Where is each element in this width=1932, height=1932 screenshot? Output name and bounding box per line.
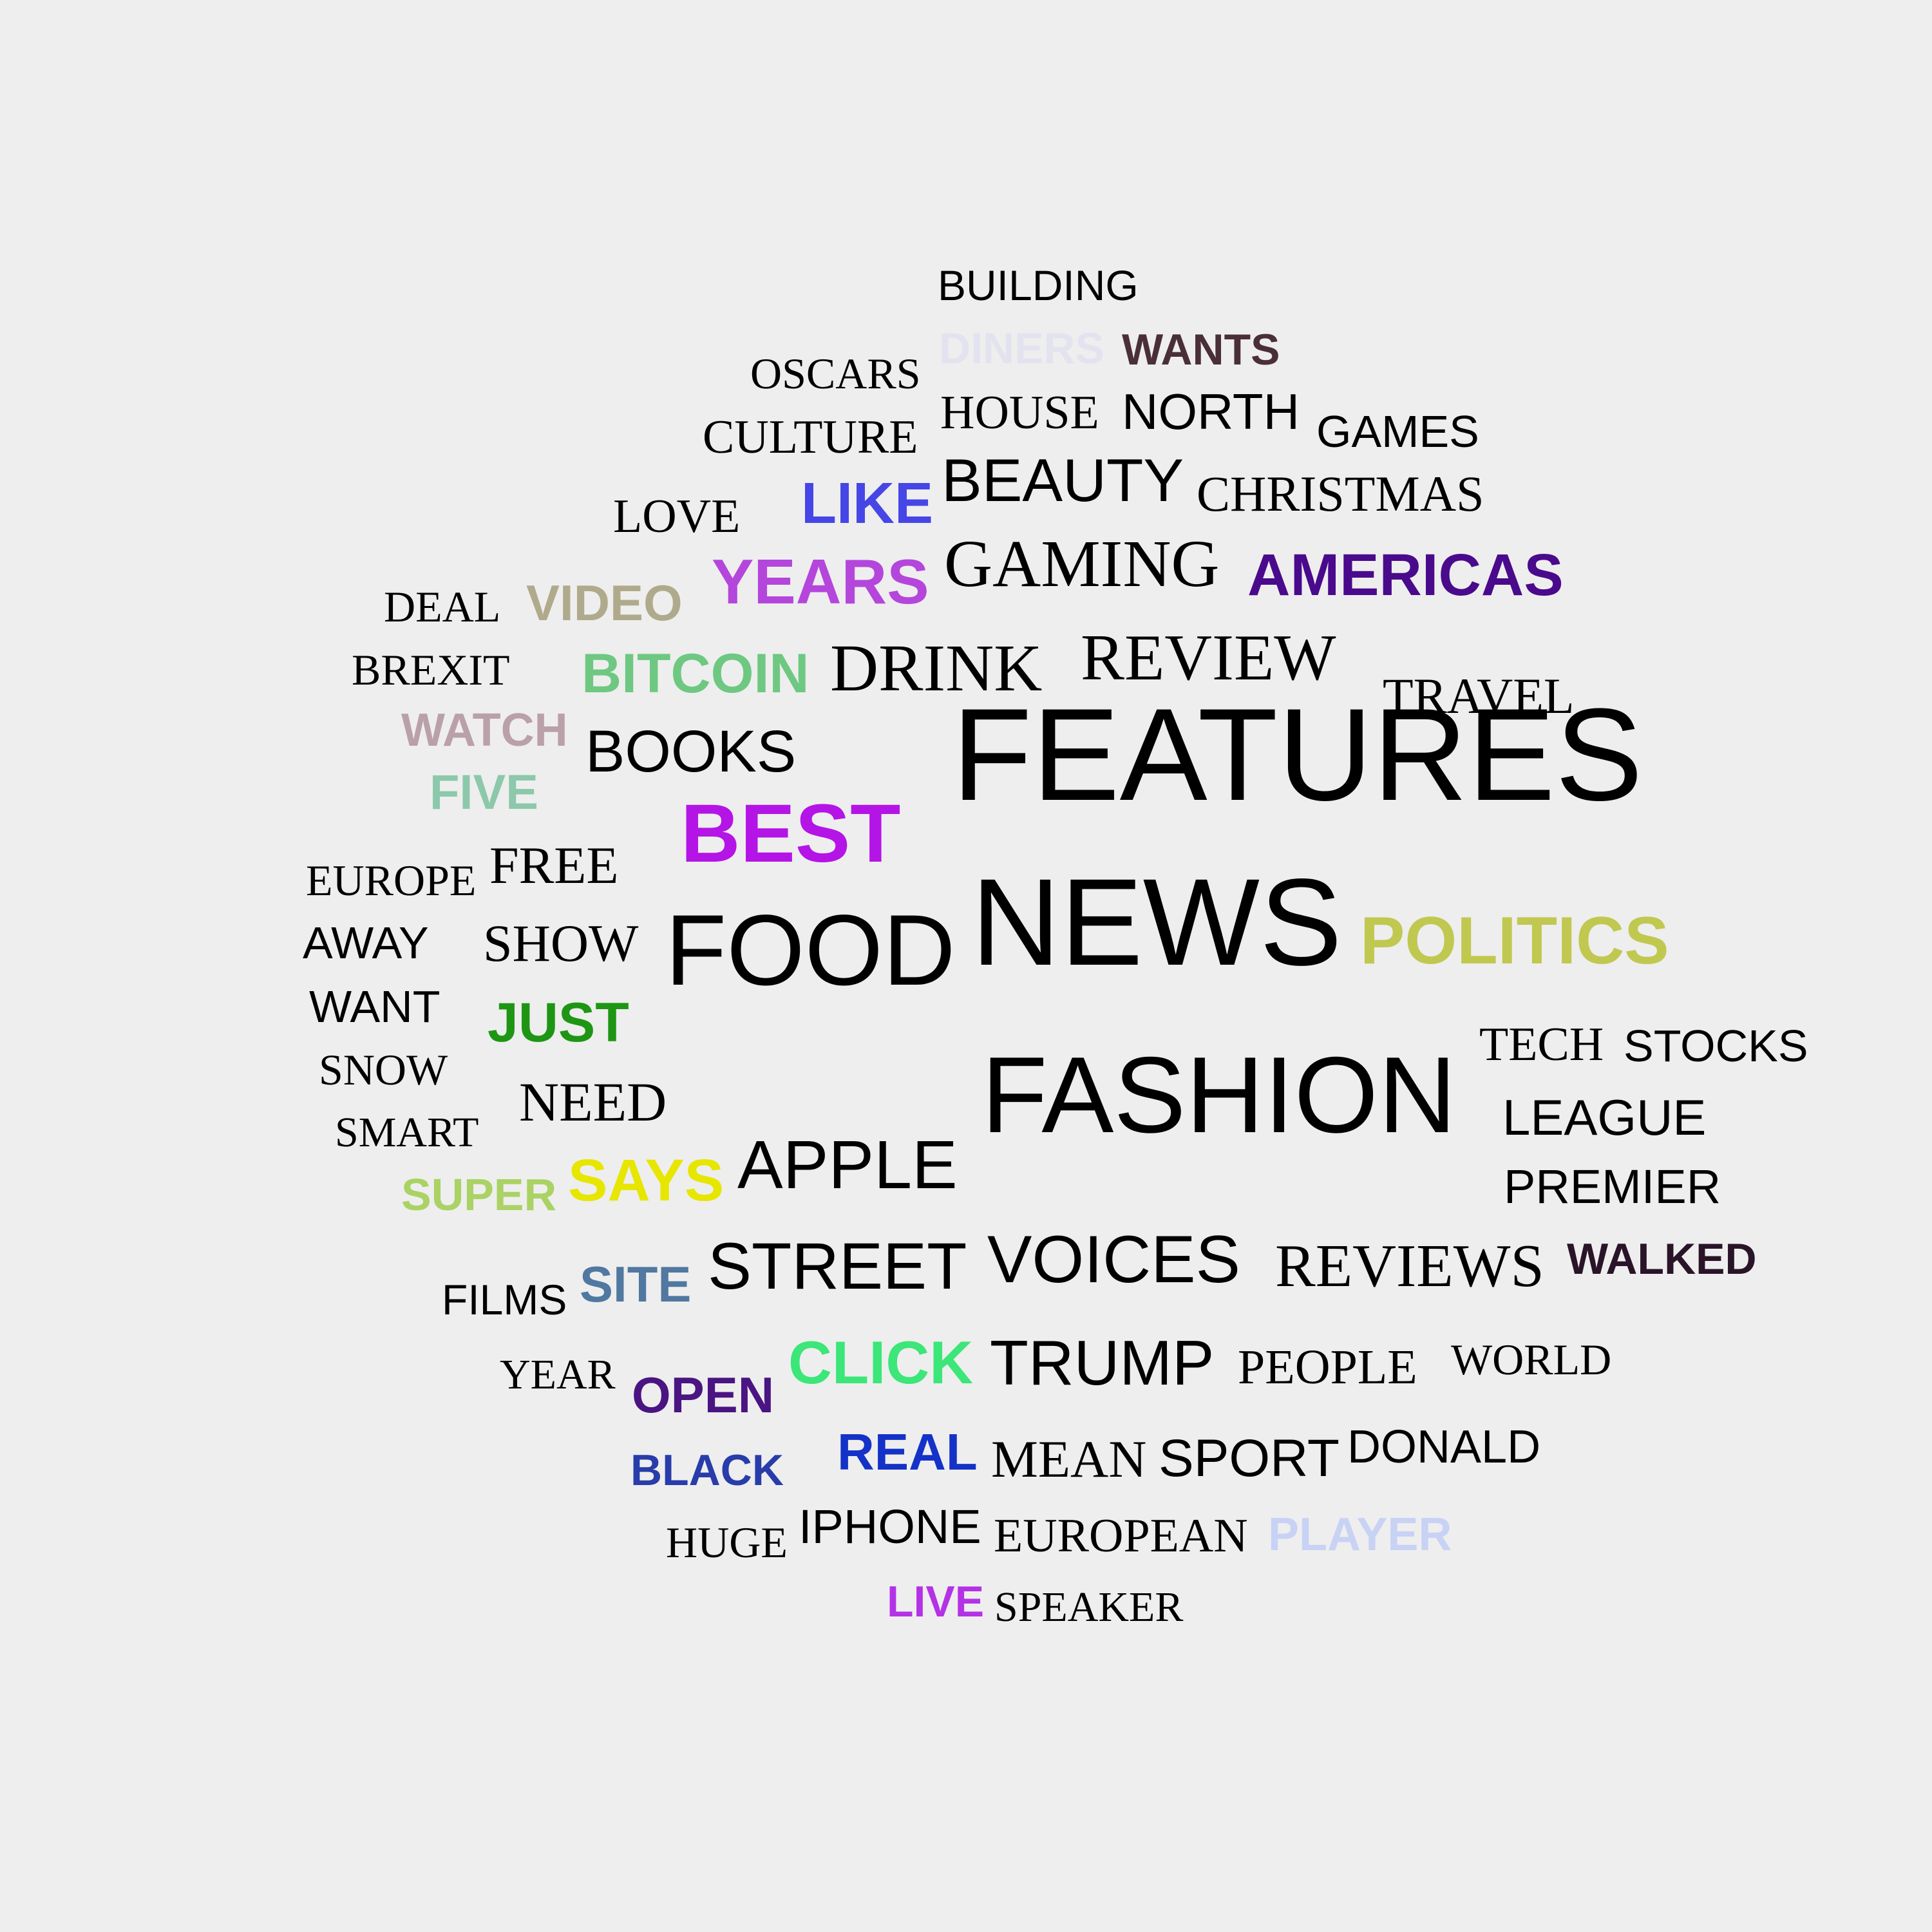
word-house: HOUSE (940, 386, 1099, 439)
word-away: AWAY (303, 918, 429, 968)
word-north: NORTH (1122, 383, 1300, 440)
word-speaker: SPEAKER (994, 1584, 1184, 1631)
word-drink: DRINK (830, 631, 1043, 705)
word-apple: APPLE (737, 1127, 958, 1203)
word-black: BLACK (630, 1446, 784, 1495)
word-trump: TRUMP (990, 1327, 1215, 1398)
word-site: SITE (580, 1256, 692, 1312)
word-european: EUROPEAN (994, 1510, 1248, 1562)
word-year: YEAR (500, 1351, 616, 1398)
word-gaming: GAMING (944, 527, 1220, 601)
word-huge: HUGE (666, 1518, 788, 1567)
word-travel: TRAVEL (1383, 668, 1575, 724)
word-show: SHOW (483, 914, 639, 972)
word-watch: WATCH (401, 705, 568, 756)
word-wants: WANTS (1122, 325, 1280, 374)
word-building: BUILDING (938, 261, 1139, 309)
word-culture: CULTURE (703, 411, 918, 464)
word-love: LOVE (613, 490, 741, 543)
word-best: BEST (681, 788, 901, 880)
word-deal: DEAL (384, 582, 501, 631)
word-video: VIDEO (526, 574, 683, 631)
word-says: SAYS (568, 1148, 724, 1213)
word-player: PLAYER (1268, 1509, 1452, 1560)
word-bitcoin: BITCOIN (582, 643, 810, 705)
word-politics: POLITICS (1360, 904, 1669, 978)
word-diners: DINERS (939, 324, 1104, 373)
word-open: OPEN (632, 1367, 775, 1423)
word-super: SUPER (401, 1170, 557, 1220)
word-reviews: REVIEWS (1275, 1233, 1544, 1300)
word-review: REVIEW (1081, 621, 1336, 694)
word-brexit: BREXIT (352, 645, 510, 694)
word-snow: SNOW (319, 1045, 448, 1094)
word-americas: AMERICAS (1247, 542, 1564, 608)
word-food: FOOD (665, 895, 956, 1007)
word-books: BOOKS (585, 719, 797, 784)
word-live: LIVE (887, 1577, 985, 1626)
word-need: NEED (519, 1071, 667, 1133)
word-europe: EUROPE (306, 856, 477, 905)
word-people: PEOPLE (1238, 1340, 1417, 1394)
word-stocks: STOCKS (1624, 1021, 1808, 1071)
word-premier: PREMIER (1504, 1160, 1721, 1213)
word-real: REAL (837, 1423, 978, 1481)
word-features: FEATURES (952, 681, 1643, 828)
word-just: JUST (488, 992, 629, 1054)
word-iphone: IPHONE (799, 1500, 981, 1553)
word-mean: MEAN (991, 1430, 1147, 1488)
word-beauty: BEAUTY (942, 446, 1184, 514)
word-donald: DONALD (1347, 1421, 1541, 1473)
word-sport: SPORT (1159, 1429, 1340, 1488)
word-news: NEWS (971, 853, 1342, 991)
word-tech: TECH (1479, 1018, 1604, 1071)
word-free: FREE (489, 836, 619, 895)
word-five: FIVE (430, 765, 538, 820)
word-league: LEAGUE (1502, 1089, 1707, 1146)
word-christmas: CHRISTMAS (1197, 466, 1484, 522)
word-walked: WALKED (1567, 1235, 1757, 1283)
word-smart: SMART (335, 1109, 479, 1156)
word-want: WANT (309, 981, 440, 1032)
word-years: YEARS (712, 546, 929, 617)
word-oscars: OSCARS (750, 349, 921, 398)
word-world: WORLD (1451, 1335, 1612, 1384)
word-street: STREET (708, 1229, 967, 1303)
word-voices: VOICES (987, 1222, 1240, 1297)
word-click: CLICK (788, 1329, 974, 1396)
word-games: GAMES (1316, 406, 1479, 457)
word-films: FILMS (442, 1276, 567, 1323)
word-fashion: FASHION (981, 1034, 1457, 1155)
word-like: LIKE (801, 471, 934, 536)
